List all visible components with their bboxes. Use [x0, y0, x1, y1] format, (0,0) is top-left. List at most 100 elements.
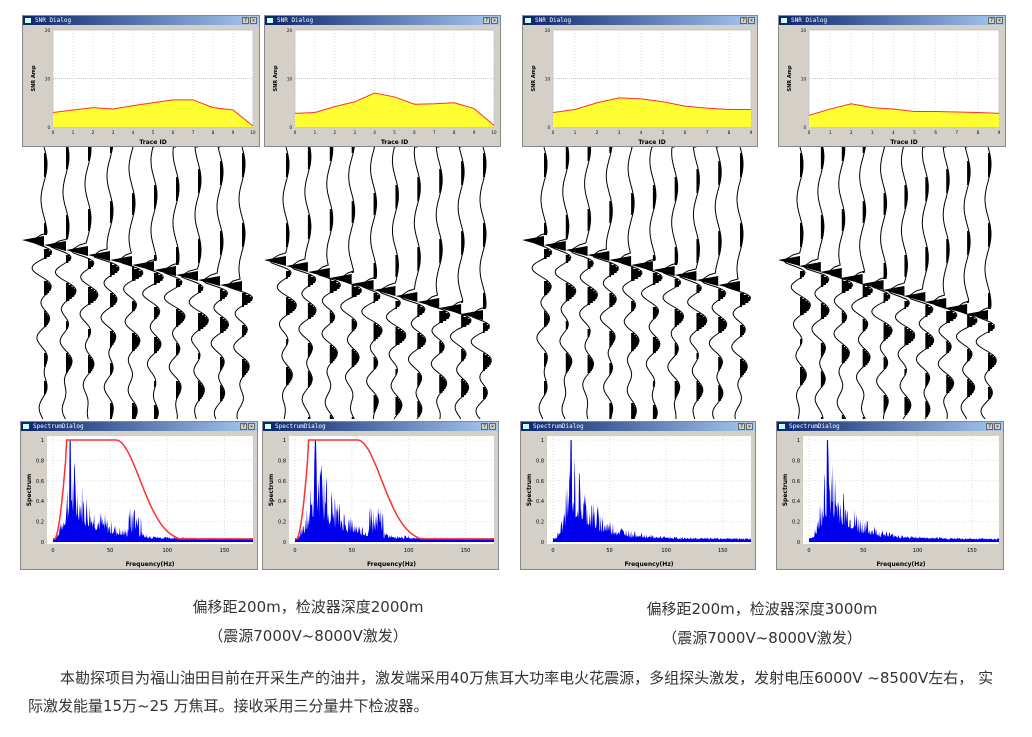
spectrum-series: [809, 440, 999, 542]
trace-wiggle: [378, 147, 407, 419]
x-tick-label: 2: [334, 130, 337, 135]
y-tick-label: 0.8: [278, 458, 286, 464]
trace-fill: [841, 147, 853, 419]
x-tick-label: 8: [728, 130, 731, 135]
filter-curve: [295, 439, 494, 540]
y-tick-label: 0.4: [36, 499, 44, 505]
title-bar: SpectrumDialog? ×: [777, 422, 1003, 431]
seismic-traces: [778, 147, 997, 419]
y-axis-label: SNR Amp: [787, 65, 793, 91]
first-break: [44, 241, 66, 251]
trace-fill: [88, 147, 98, 373]
trace-fill: [439, 169, 450, 393]
close-button[interactable]: ×: [248, 423, 255, 430]
x-tick-label: 0: [551, 548, 554, 554]
first-break: [220, 281, 242, 291]
x-tick-label: 150: [718, 548, 728, 554]
x-axis-label: Trace ID: [890, 139, 917, 146]
x-tick-label: 9: [998, 130, 1001, 135]
trace-wiggle: [425, 147, 451, 419]
trace-wiggle: [955, 147, 978, 419]
trace-wiggle: [269, 147, 297, 419]
x-tick-label: 6: [172, 130, 175, 135]
y-tick-label: 0: [797, 540, 800, 546]
y-tick-label: 0.2: [36, 520, 44, 526]
y-axis-label: Spectrum: [782, 474, 789, 507]
first-break: [652, 266, 675, 276]
close-button[interactable]: ×: [748, 17, 755, 24]
trace-fill: [609, 147, 619, 419]
first-break: [132, 261, 154, 271]
help-button[interactable]: ?: [740, 17, 747, 24]
x-tick-label: 0: [807, 548, 810, 554]
x-tick-label: 3: [112, 130, 115, 135]
trace-fill: [220, 161, 229, 401]
snr-area: [295, 93, 494, 127]
spectrum-chart: 0 0.2 0.4 0.6 0.8 1 0 50 100 150 Frequency(Hz) Spec…: [782, 436, 999, 568]
trace-fill: [587, 147, 598, 373]
app-icon: [267, 18, 273, 23]
spectrum-dialog: SpectrumDialog? × 0 0.2 0.4 0.6 0.8 1 0 50 100 150 F…: [776, 421, 1004, 570]
spectrum-dialog: SpectrumDialog? × 0 0.2 0.4 0.6 0.8 1 0 50 100 150 F…: [520, 421, 756, 570]
trace-wiggle: [618, 147, 643, 419]
first-break: [587, 251, 610, 261]
close-button[interactable]: ×: [250, 17, 257, 24]
close-button[interactable]: ×: [994, 423, 1001, 430]
close-button[interactable]: ×: [996, 17, 1003, 24]
app-icon: [265, 424, 271, 429]
snr-dialog: SNR Dialog? × 0 1 2 3 4 5 6 7 8 9 10 0 10 20 Trace ID SNR…: [264, 15, 501, 147]
x-tick-label: 8: [212, 130, 215, 135]
dialog-title: SpectrumDialog: [275, 423, 326, 430]
trace-fill: [652, 185, 663, 419]
close-button[interactable]: ×: [491, 17, 498, 24]
x-tick-label: 7: [433, 130, 436, 135]
x-tick-label: 4: [373, 130, 376, 135]
trace-wiggle: [180, 147, 209, 419]
seismic-traces: [522, 147, 751, 419]
first-break: [819, 268, 842, 278]
first-break: [198, 276, 220, 286]
first-break: [565, 246, 588, 256]
trace-fill: [329, 147, 341, 419]
snr-chart: 0 1 2 3 4 5 6 7 8 9 10 0 10 20 Trace ID SNR Amp: [273, 28, 497, 146]
first-break: [22, 236, 44, 246]
x-tick-label: 8: [977, 130, 980, 135]
y-tick-label: 0.4: [536, 499, 544, 505]
help-button[interactable]: ?: [986, 423, 993, 430]
trace-fill: [176, 177, 185, 399]
help-button[interactable]: ?: [988, 17, 995, 24]
first-break: [543, 241, 566, 251]
trace-fill: [351, 147, 362, 419]
trace-wiggle: [550, 147, 577, 419]
y-tick-label: 1: [41, 438, 44, 444]
trace-fill: [967, 161, 977, 397]
help-button[interactable]: ?: [240, 423, 247, 430]
help-button[interactable]: ?: [738, 423, 745, 430]
spectrum-chart: 0 0.2 0.4 0.6 0.8 1 0 50 100 150 Frequency(Hz) Spec…: [526, 436, 751, 568]
x-tick-label: 5: [662, 130, 665, 135]
trace-fill: [373, 193, 383, 413]
help-button[interactable]: ?: [483, 17, 490, 24]
y-tick-label: 1: [283, 438, 286, 444]
app-icon: [523, 424, 529, 429]
trace-wiggle: [975, 147, 997, 419]
help-button[interactable]: ?: [481, 423, 488, 430]
snr-area: [809, 103, 999, 127]
trace-fill: [66, 147, 76, 373]
x-tick-label: 7: [706, 130, 709, 135]
help-button[interactable]: ?: [242, 17, 249, 24]
close-button[interactable]: ×: [489, 423, 496, 430]
trace-fill: [483, 153, 492, 399]
y-tick-label: 0.6: [36, 479, 44, 485]
spectrum-series: [553, 440, 751, 542]
x-axis-label: Trace ID: [381, 139, 408, 146]
close-button[interactable]: ×: [746, 423, 753, 430]
y-tick-label: 0.8: [536, 458, 544, 464]
caption-line2: （震源7000V~8000V激发）: [662, 629, 862, 647]
x-tick-label: 1: [574, 130, 577, 135]
x-tick-label: 0: [51, 548, 54, 554]
spectrum-dialog: SpectrumDialog? × 0 0.2 0.4 0.6 0.8 1 0 50 100 150 F…: [20, 421, 258, 570]
first-break: [285, 262, 308, 272]
trace-fill: [198, 169, 209, 401]
first-break: [154, 266, 176, 276]
